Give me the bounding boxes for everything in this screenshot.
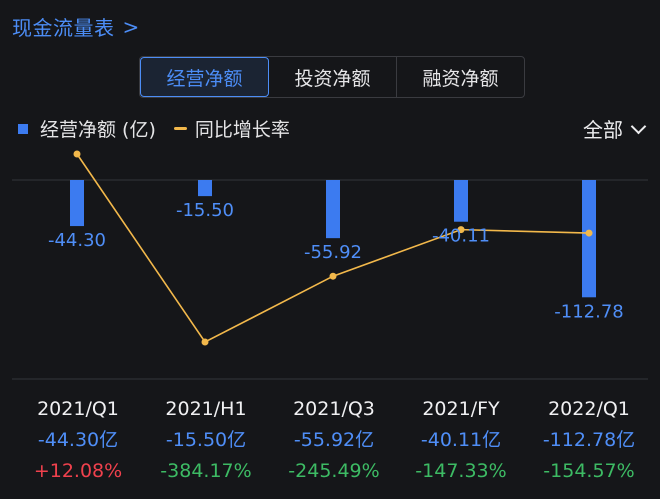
range-selector-label: 全部 <box>583 118 623 142</box>
bar-legend-label: 经营净额 (亿) <box>40 119 156 141</box>
bar-legend-swatch <box>18 123 28 134</box>
cash-flow-title-link[interactable]: 现金流量表 > <box>12 12 140 41</box>
range-selector[interactable]: 全部 <box>583 114 647 143</box>
line-legend-swatch <box>173 127 187 130</box>
growth-row: +12.08% -384.17% -245.49% -147.33% -154.… <box>0 458 660 484</box>
growth-rate: -154.57% <box>543 460 635 482</box>
bar-2021/FY[interactable] <box>454 180 468 222</box>
bar-2021/Q3[interactable] <box>326 180 340 239</box>
bar-value-label: -112.78 <box>554 301 623 322</box>
category-label: 2021/Q1 <box>37 398 119 420</box>
net-value: -44.30亿 <box>37 429 119 451</box>
cash-flow-chart: -44.30 -15.50 -55.92 -40.11 -112.78 <box>12 150 648 380</box>
category-label: 2021/Q3 <box>293 398 375 420</box>
bar-value-label: -44.30 <box>48 230 106 251</box>
bar-value-label: -40.11 <box>432 226 490 247</box>
growth-point-2022/Q1[interactable] <box>585 229 593 237</box>
tab-investing-net[interactable]: 投资净额 <box>269 57 397 97</box>
growth-point-2021/H1[interactable] <box>201 338 209 346</box>
category-label: 2021/H1 <box>165 398 247 420</box>
net-value: -112.78亿 <box>542 429 636 451</box>
bar-2022/Q1[interactable] <box>582 180 596 298</box>
growth-point-2021/Q3[interactable] <box>329 272 337 280</box>
net-value: -40.11亿 <box>420 429 502 451</box>
category-row: 2021/Q1 2021/H1 2021/Q3 2021/FY 2022/Q1 <box>0 396 660 422</box>
growth-rate: -245.49% <box>288 460 380 482</box>
bar-value-label: -15.50 <box>176 200 234 221</box>
tab-group: 经营净额 投资净额 融资净额 <box>139 56 525 98</box>
growth-rate: +12.08% <box>33 460 123 482</box>
net-value: -55.92亿 <box>293 429 375 451</box>
value-row: -44.30亿 -15.50亿 -55.92亿 -40.11亿 -112.78亿 <box>0 427 660 453</box>
bar-value-label: -55.92 <box>304 242 362 263</box>
bar-2021/Q1[interactable] <box>70 180 84 227</box>
bar-2021/H1[interactable] <box>198 180 212 197</box>
tab-financing-net[interactable]: 融资净额 <box>422 67 499 90</box>
category-label: 2022/Q1 <box>548 398 630 420</box>
growth-point-2021/FY[interactable] <box>457 226 465 234</box>
growth-point-2021/Q1[interactable] <box>73 150 81 158</box>
chart-legend: 经营净额 (亿) 同比增长率 <box>18 115 290 142</box>
tab-operating-net[interactable]: 经营净额 <box>140 57 269 97</box>
growth-rate: -384.17% <box>160 460 252 482</box>
net-value: -15.50亿 <box>165 429 247 451</box>
chevron-right-icon: > <box>122 14 140 39</box>
page-title: 现金流量表 <box>12 16 115 40</box>
line-legend-label: 同比增长率 <box>194 119 290 141</box>
category-label: 2021/FY <box>422 398 500 420</box>
growth-rate: -147.33% <box>415 460 507 482</box>
